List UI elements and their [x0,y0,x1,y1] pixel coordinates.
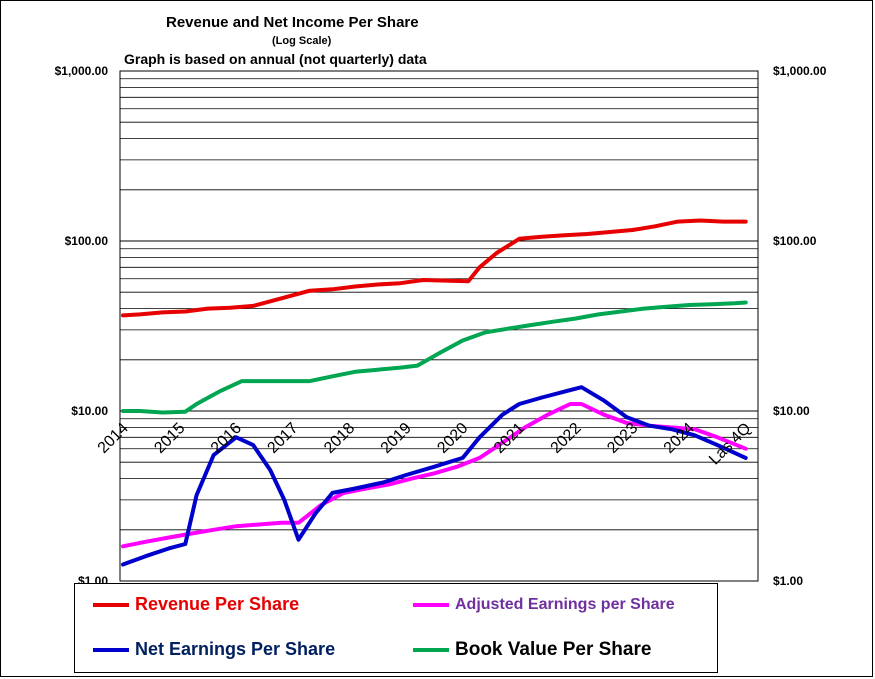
series-line-net-earnings-per-share [121,385,748,567]
x-tick-label: 2014 [95,420,132,457]
plot-area [119,70,759,582]
legend-label-net: Net Earnings Per Share [135,639,336,659]
legend-swatch-revenue [93,602,129,607]
x-tick-label: 2021 [491,420,528,457]
gridlines [120,70,758,582]
y-tick-label-left: $10.00 [71,404,108,418]
series-line-adjusted-earnings-per-share [121,402,748,549]
series-lines [121,218,748,567]
x-tick-label: 2018 [321,420,358,457]
y-tick-label-right: $1.00 [773,574,803,588]
series-line-revenue-per-share [121,218,748,318]
legend-item-book: Book Value Per Share [413,639,651,661]
x-tick-label: 2015 [151,420,188,457]
legend-swatch-book [413,648,449,652]
legend-item-net: Net Earnings Per Share [93,639,335,660]
y-tick-label-left: $1,000.00 [55,64,109,78]
legend-swatch-adjusted [413,603,449,607]
x-tick-label: 2022 [548,420,585,457]
legend-swatch-net [93,647,129,652]
chart-subtitle-note: Graph is based on annual (not quarterly)… [124,51,427,67]
legend-label-adjusted: Adjusted Earnings per Share [455,596,675,613]
y-tick-label-left: $100.00 [65,234,109,248]
x-tick-label: 2017 [264,420,301,457]
y-tick-label-right: $10.00 [773,404,810,418]
chart-subtitle: (Log Scale) [272,35,332,47]
x-tick-label: 2019 [378,420,415,457]
legend-label-book: Book Value Per Share [455,639,652,660]
y-tick-label-right: $100.00 [773,234,817,248]
y-axis-right-labels: $1.00 $10.00 $100.00 $1,000.00 [773,64,827,588]
legend: Revenue Per Share Adjusted Earnings per … [74,583,718,673]
chart-title: Revenue and Net Income Per Share [166,14,419,31]
legend-label-revenue: Revenue Per Share [135,594,300,614]
y-tick-label-right: $1,000.00 [773,64,827,78]
series-line-book-value-per-share [121,300,748,415]
legend-item-adjusted: Adjusted Earnings per Share [413,596,675,614]
legend-item-revenue: Revenue Per Share [93,594,299,615]
y-axis-left-labels: $1.00$10.00$100.00$1,000.00 [55,64,109,588]
